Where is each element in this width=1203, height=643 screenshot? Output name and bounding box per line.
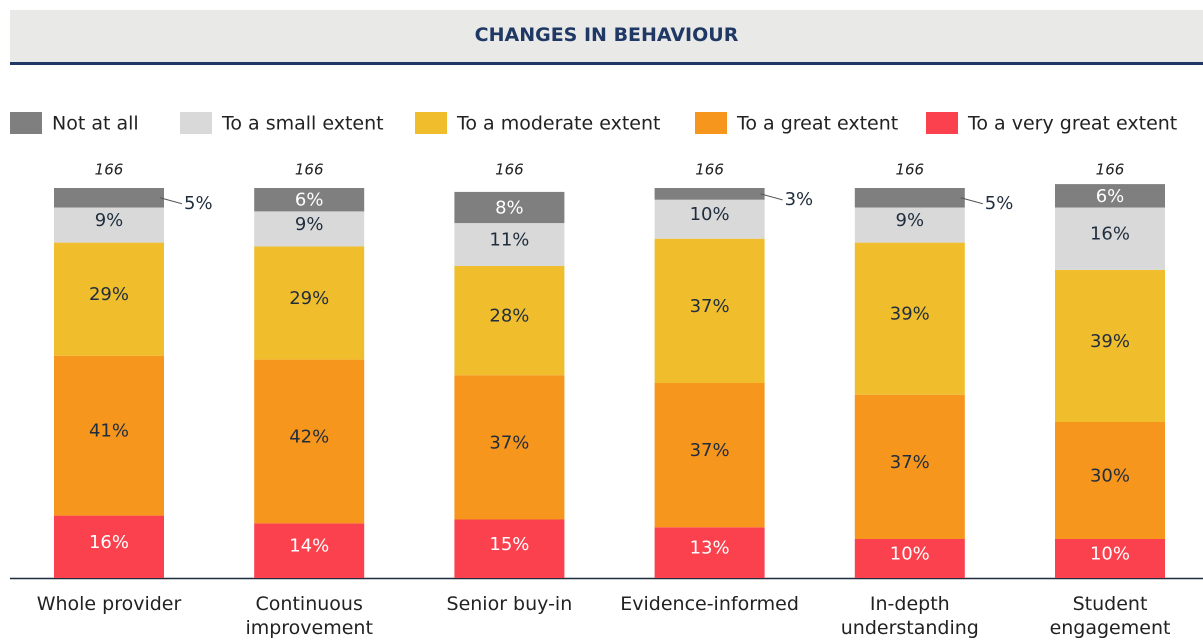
bar-segment: [254, 188, 365, 212]
value-label: 37%: [890, 452, 930, 473]
legend-label: To a great extent: [736, 113, 898, 135]
value-label: 16%: [89, 532, 129, 553]
total-label: 166: [695, 161, 724, 179]
leader-line: [159, 197, 183, 205]
bar-segment: [654, 527, 765, 578]
bar-segment: [254, 211, 365, 247]
bar-segment: [1055, 184, 1165, 208]
legend-swatch: [10, 112, 42, 134]
bar-segment: [254, 246, 365, 360]
value-label: 39%: [1090, 331, 1130, 352]
bar-segment: [1055, 207, 1165, 270]
legend-label: To a small extent: [221, 113, 384, 135]
value-label: 15%: [489, 534, 529, 555]
value-label: 37%: [690, 440, 730, 461]
bar-segment: [454, 191, 565, 224]
bar-segment: [54, 188, 164, 208]
bar-segment: [454, 266, 565, 376]
value-label: 29%: [289, 288, 329, 309]
value-label: 5%: [184, 193, 213, 214]
value-label: 16%: [1090, 224, 1130, 245]
bar-segment: [854, 188, 965, 208]
value-label: 9%: [295, 214, 324, 235]
bar-segment: [454, 375, 565, 520]
value-label: 10%: [1090, 544, 1130, 565]
total-label: 166: [295, 161, 324, 179]
bar-segment: [1055, 269, 1165, 422]
legend-label: Not at all: [52, 113, 139, 135]
bar-segment: [54, 515, 164, 578]
value-label: 39%: [890, 304, 930, 325]
bar-segment: [254, 359, 365, 524]
value-label: 11%: [489, 230, 529, 251]
chart-title: CHANGES IN BEHAVIOUR: [474, 24, 739, 46]
value-label: 30%: [1090, 466, 1130, 487]
value-label: 8%: [495, 198, 524, 219]
legend-swatch: [180, 112, 212, 134]
leader-line: [960, 197, 983, 205]
value-label: 14%: [289, 536, 329, 557]
bar-segment: [54, 207, 164, 243]
value-label: 10%: [890, 544, 930, 565]
bar-segment: [454, 519, 565, 578]
value-label: 28%: [489, 306, 529, 327]
bar-segment: [1055, 539, 1165, 578]
value-label: 42%: [289, 427, 329, 448]
x-tick-label: Evidence-informed: [620, 593, 799, 615]
value-label: 37%: [690, 296, 730, 317]
x-tick-label: Continuous improvement: [245, 593, 373, 639]
bar-segment: [854, 207, 965, 243]
bar-segment: [854, 242, 965, 395]
total-label: 166: [495, 161, 524, 179]
value-label: 9%: [95, 210, 124, 231]
bar-segment: [654, 238, 765, 383]
bar-segment: [654, 188, 765, 200]
bar-segment: [854, 539, 965, 578]
legend-swatch: [695, 112, 727, 134]
value-label: 29%: [89, 284, 129, 305]
value-label: 6%: [1096, 186, 1125, 207]
value-label: 3%: [785, 189, 814, 210]
bar-segment: [54, 355, 164, 516]
bar-segment: [854, 394, 965, 539]
legend-swatch: [415, 112, 447, 134]
x-tick-label: Student engagement: [1049, 593, 1171, 639]
value-label: 6%: [295, 190, 324, 211]
x-tick-label: Senior buy-in: [446, 593, 573, 615]
bar-segment: [254, 523, 365, 578]
value-label: 37%: [489, 432, 529, 453]
bar-segment: [654, 383, 765, 528]
value-label: 5%: [985, 193, 1014, 214]
total-label: 166: [895, 161, 924, 179]
x-tick-label: Whole provider: [36, 593, 182, 615]
bar-segment: [1055, 422, 1165, 539]
value-label: 9%: [896, 210, 925, 231]
bar-segment: [454, 223, 565, 266]
x-tick-label: In-depth understanding: [840, 593, 979, 639]
value-label: 13%: [690, 538, 730, 559]
legend-label: To a moderate extent: [456, 113, 660, 135]
total-label: 166: [1096, 161, 1125, 179]
total-label: 166: [95, 161, 124, 179]
bar-segment: [54, 242, 164, 356]
value-label: 41%: [89, 421, 129, 442]
title-bar: CHANGES IN BEHAVIOUR: [10, 10, 1203, 65]
bar-segment: [654, 199, 765, 239]
legend-label: To a very great extent: [967, 113, 1177, 135]
leader-line: [760, 193, 783, 201]
value-label: 10%: [690, 204, 730, 225]
legend-swatch: [926, 112, 958, 134]
